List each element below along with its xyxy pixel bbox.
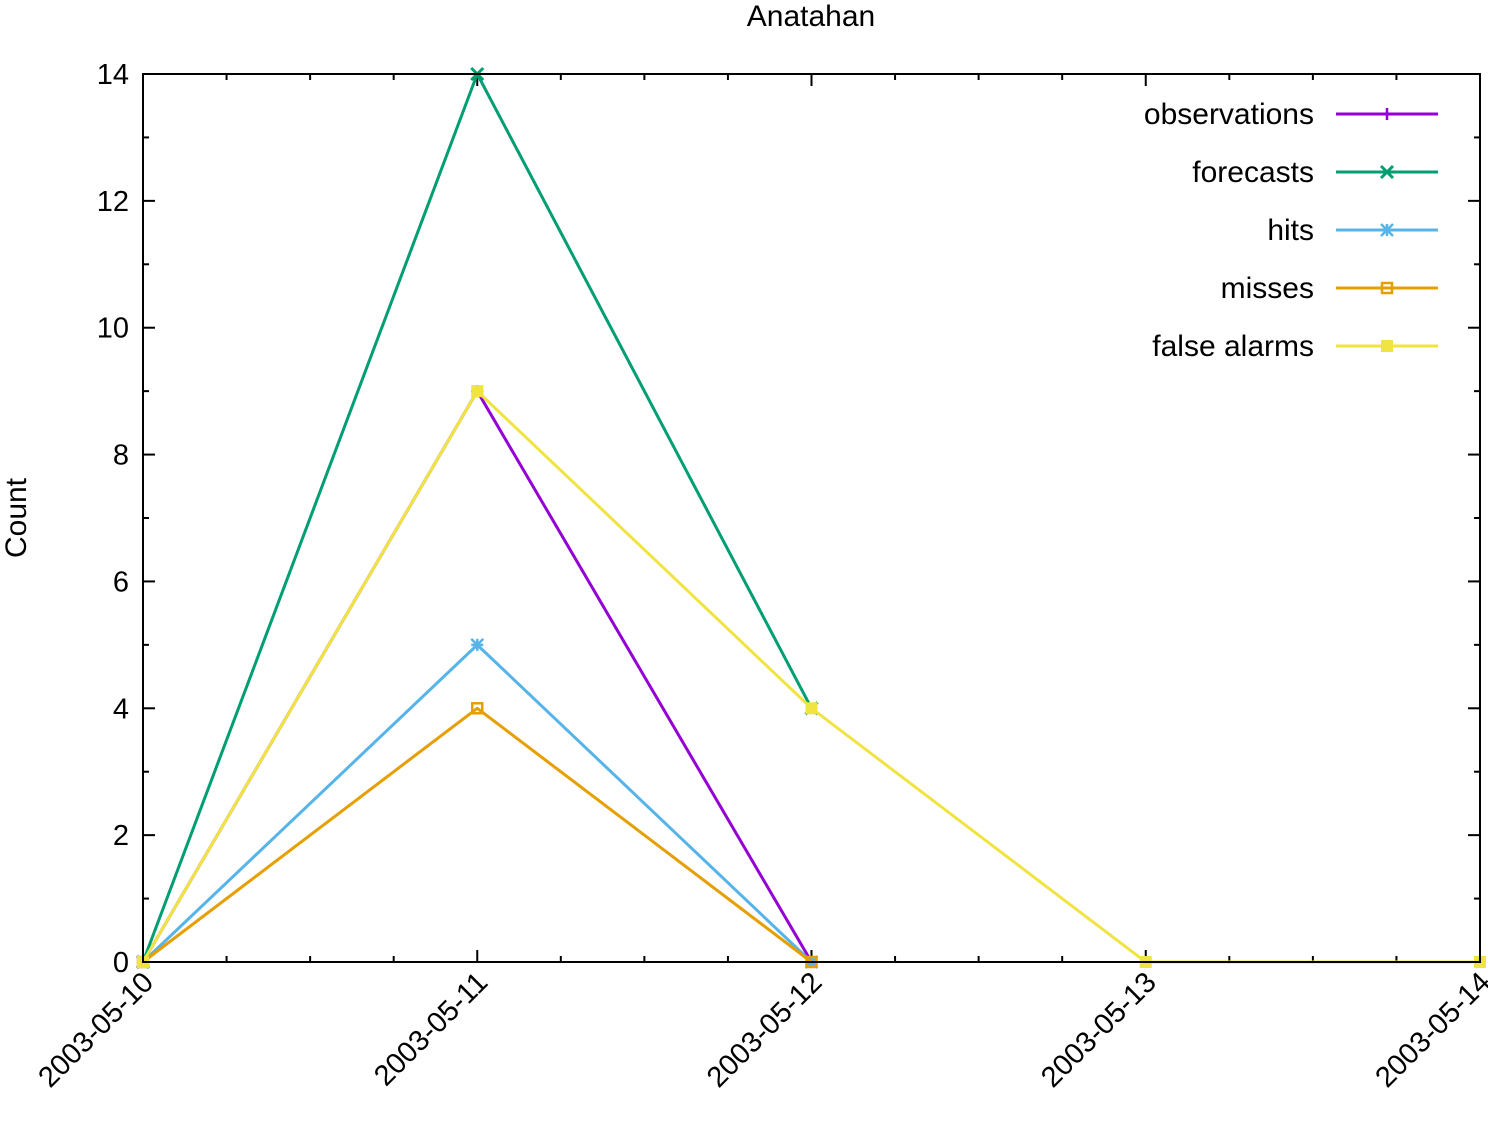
legend-label: observations (1144, 98, 1314, 131)
point-marker (1381, 108, 1393, 120)
legend-item: forecasts (1192, 156, 1438, 189)
series-line (141, 389, 813, 963)
series-line (141, 72, 813, 963)
legend-item: false alarms (1152, 330, 1438, 363)
y-tick-label: 12 (97, 186, 129, 218)
x-tick-label: 2003-05-11 (368, 966, 494, 1092)
point-marker (805, 702, 818, 715)
legend-item: misses (1221, 272, 1438, 305)
x-tick-label: 2003-05-13 (1035, 966, 1163, 1094)
y-tick-label: 4 (113, 693, 129, 725)
legend-label: hits (1267, 214, 1314, 247)
series-observations (137, 385, 818, 968)
series-layer (135, 66, 1486, 970)
point-marker (470, 637, 485, 652)
series-hits (136, 637, 819, 969)
series-false-alarms (137, 385, 1486, 968)
x-tick-label: 2003-05-14 (1369, 966, 1488, 1094)
y-tick-label: 10 (97, 313, 129, 345)
y-tick-label: 6 (113, 566, 129, 598)
y-tick-label: 2 (113, 820, 129, 852)
x-tick-label: 2003-05-12 (701, 966, 829, 1094)
point-marker (471, 385, 484, 398)
point-marker (1380, 281, 1394, 295)
point-marker (1379, 164, 1395, 180)
legend-label: misses (1221, 272, 1314, 305)
legend-label: false alarms (1152, 330, 1314, 363)
series-line (141, 389, 1480, 964)
y-tick-label: 8 (113, 440, 129, 472)
series-forecasts (135, 66, 819, 970)
legend-item: observations (1144, 98, 1438, 131)
legend-label: forecasts (1192, 156, 1314, 189)
y-tick-label: 0 (113, 947, 129, 979)
y-axis-label: Count (0, 477, 33, 558)
chart-title: Anatahan (747, 0, 875, 33)
y-tick-label: 14 (97, 59, 129, 91)
plot-border (142, 73, 1481, 963)
legend-item: hits (1267, 214, 1438, 247)
x-tick-label: 2003-05-10 (32, 966, 160, 1094)
point-marker (471, 702, 484, 715)
legend: observations forecasts hits misses false ala… (1144, 98, 1438, 363)
series-line (142, 706, 813, 964)
point-marker (1380, 223, 1394, 237)
point-marker (1381, 340, 1393, 352)
series-misses (136, 702, 818, 969)
